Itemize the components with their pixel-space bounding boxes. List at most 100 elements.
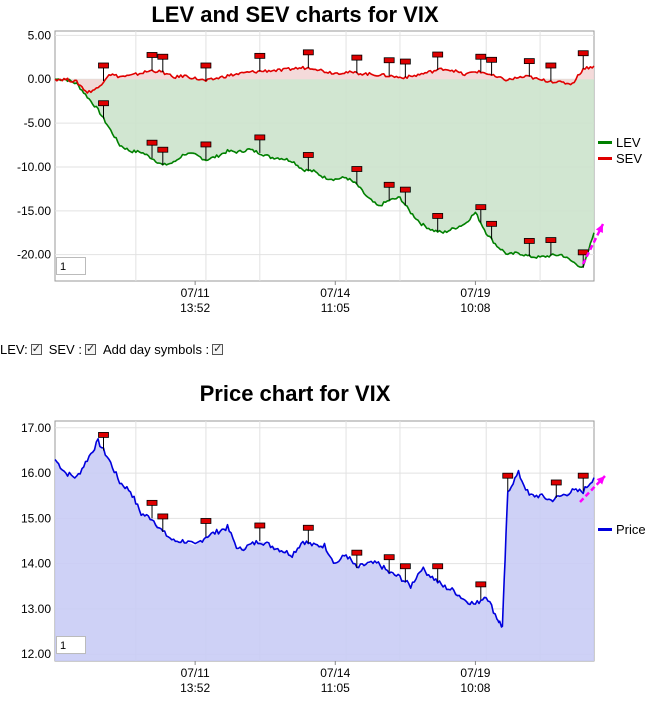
day-symbol-flag	[302, 524, 314, 531]
day-symbol-marker	[475, 53, 487, 73]
day-symbol-flag	[383, 554, 395, 561]
day-symbol-flag	[577, 50, 589, 57]
x-tick-date: 07/11	[181, 286, 210, 300]
y-tick-label: 0.00	[28, 72, 52, 86]
day-symbol-marker	[200, 141, 212, 160]
day-symbol-flag	[399, 563, 411, 570]
day-symbol-marker	[545, 237, 557, 256]
day-symbol-marker	[157, 146, 169, 166]
trend-arrow-shaft	[579, 475, 606, 503]
lev-toggle-label: LEV:	[0, 342, 28, 357]
x-tick-date: 07/14	[320, 286, 350, 300]
day-symbol-marker	[98, 100, 109, 119]
day-symbol-flag	[146, 499, 158, 506]
day-symbol-flag	[98, 62, 109, 69]
day-symbol-flag	[399, 186, 411, 193]
x-tick-time: 11:05	[321, 301, 350, 315]
day-symbol-flag	[545, 237, 557, 243]
y-tick-label: 12.00	[21, 647, 51, 661]
day-symbol-flag	[98, 100, 109, 107]
day-symbol-flag	[146, 52, 158, 58]
day-symbol-flag	[550, 479, 562, 486]
x-tick-time: 13:52	[180, 681, 210, 695]
sev-toggle-checkbox[interactable]	[84, 342, 96, 355]
day-symbol-flag	[302, 49, 314, 56]
day-symbol-flag	[475, 53, 487, 60]
x-tick-time: 11:05	[321, 681, 350, 695]
lev-sev-zoom-input[interactable]: 1	[56, 257, 86, 275]
y-tick-label: 17.00	[21, 421, 51, 435]
day-symbol-marker	[351, 54, 363, 74]
day-symbol-flag	[254, 134, 266, 141]
x-tick-date: 07/14	[320, 666, 350, 680]
day-symbol-marker	[475, 581, 487, 600]
day-symbol-marker	[475, 204, 487, 223]
day-symbol-marker	[399, 563, 411, 582]
y-tick-label: -10.00	[17, 160, 51, 174]
day-symbol-flag	[432, 563, 444, 570]
legend-label-price: Price	[616, 521, 646, 537]
day-symbols-toggle-label: Add day symbols :	[102, 342, 210, 357]
legend-item-sev: SEV	[598, 150, 642, 166]
day-symbol-marker	[432, 51, 444, 71]
day-symbol-marker	[157, 53, 169, 73]
lev-toggle-checkbox[interactable]	[30, 342, 42, 355]
x-tick-date: 07/11	[181, 666, 210, 680]
day-symbol-flag	[302, 152, 314, 158]
trend-arrow-icon	[579, 475, 606, 503]
day-symbol-flag	[351, 54, 363, 61]
lev-sev-legend: LEV SEV	[598, 134, 642, 166]
day-symbol-marker	[351, 166, 363, 185]
day-symbol-marker	[577, 50, 589, 69]
day-symbol-flag	[254, 522, 266, 529]
day-symbol-marker	[98, 62, 109, 81]
series-line-lev	[54, 78, 595, 268]
day-symbol-flag	[200, 62, 212, 69]
day-symbol-flag	[486, 220, 497, 227]
day-symbol-flag	[351, 166, 363, 172]
series-area-price	[55, 441, 594, 661]
day-symbol-flag	[523, 58, 535, 65]
chart-title-price: Price chart for VIX	[199, 381, 391, 406]
day-symbol-marker	[502, 472, 514, 492]
lev-sev-chart[interactable]: 5.00 0.00 -5.00 -10.00 -15.00 -20.00 07/1113:5…	[0, 0, 655, 320]
x-tick-time: 13:52	[180, 301, 210, 315]
trend-arrow-head	[595, 224, 603, 233]
y-tick-label: 15.00	[21, 511, 51, 525]
day-symbol-marker	[302, 524, 314, 544]
price-chart[interactable]: 17.00 16.00 15.00 14.00 13.00 12.00 07/1113:52…	[0, 381, 655, 701]
y-tick-label: 16.00	[21, 466, 51, 480]
series-toggle-row: LEV: SEV : Add day symbols :	[0, 342, 230, 357]
day-symbol-marker	[383, 554, 395, 573]
day-symbol-flag	[475, 581, 487, 588]
x-tick-date: 07/19	[460, 286, 490, 300]
day-symbol-flag	[157, 513, 169, 520]
day-symbol-flag	[502, 472, 514, 479]
day-symbol-flag	[545, 62, 557, 69]
price-zoom-input[interactable]: 1	[56, 636, 86, 654]
trend-arrow-head	[596, 476, 605, 485]
day-symbol-marker	[146, 499, 158, 519]
day-symbol-marker	[523, 58, 535, 77]
day-symbol-flag	[157, 146, 169, 153]
y-tick-label: -5.00	[24, 116, 52, 130]
day-symbol-marker	[486, 220, 497, 240]
legend-item-lev: LEV	[598, 134, 642, 150]
day-symbol-marker	[146, 52, 158, 71]
sev-toggle-label: SEV :	[48, 342, 82, 357]
day-symbols-toggle-checkbox[interactable]	[212, 342, 224, 355]
day-symbol-marker	[486, 56, 497, 76]
legend-item-price: Price	[598, 521, 646, 537]
y-tick-label: 14.00	[21, 557, 51, 571]
legend-swatch-price	[598, 527, 612, 531]
day-symbol-marker	[399, 186, 411, 206]
day-symbol-flag	[200, 518, 212, 524]
legend-swatch-sev	[598, 156, 612, 160]
day-symbol-marker	[383, 181, 395, 201]
price-legend: Price	[598, 521, 646, 537]
series-line-price	[54, 438, 595, 628]
chart-title-lev-sev: LEV and SEV charts for VIX	[151, 2, 439, 27]
day-symbol-marker	[146, 139, 158, 159]
day-symbol-flag	[383, 181, 395, 188]
y-tick-label: -20.00	[17, 248, 51, 262]
